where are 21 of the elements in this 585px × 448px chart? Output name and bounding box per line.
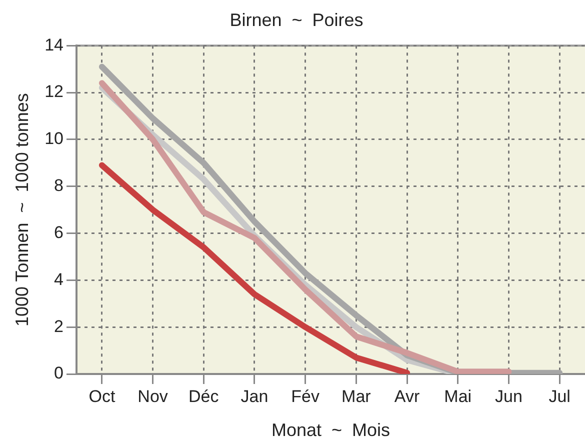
x-tick-label: Fév (291, 386, 320, 406)
x-tick-label: Jun (495, 386, 522, 406)
y-axis-title: 1000 Tonnen ~ 1000 tonnes (12, 93, 32, 326)
y-tick-label: 2 (54, 316, 64, 336)
y-tick-label: 8 (54, 176, 64, 196)
x-tick-label: Avr (394, 386, 420, 406)
x-tick-label: Mai (444, 386, 472, 406)
y-tick-label: 6 (54, 222, 64, 242)
x-tick-label: Jan (240, 386, 268, 406)
y-tick-label: 14 (44, 35, 64, 54)
chart-title: Birnen ~ Poires (230, 10, 364, 30)
y-tick-label: 4 (54, 270, 64, 289)
x-tick-label: Jul (548, 386, 570, 406)
y-tick-label: 12 (44, 82, 64, 102)
x-tick-label: Nov (138, 386, 168, 406)
x-tick-label: Déc (188, 386, 220, 406)
y-tick-label: 0 (54, 364, 64, 383)
x-tick-label: Mar (342, 386, 372, 406)
x-axis-title: Monat ~ Mois (271, 420, 390, 440)
y-tick-label: 10 (44, 129, 64, 148)
x-tick-label: Oct (88, 386, 116, 406)
